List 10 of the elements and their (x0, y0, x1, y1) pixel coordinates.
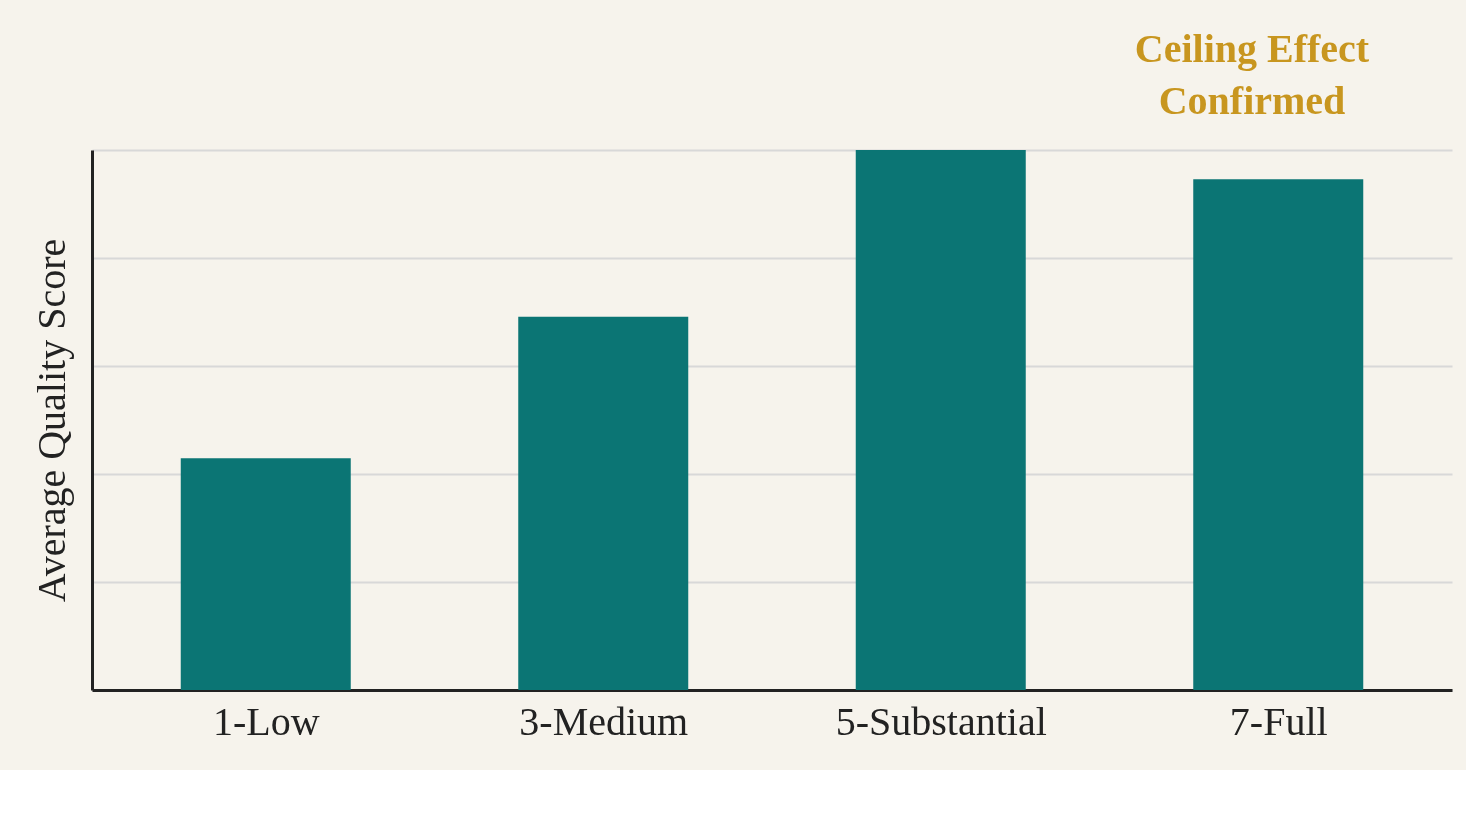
bar (855, 150, 1026, 690)
bar (1193, 179, 1364, 690)
x-tick-label: 3-Medium (519, 698, 689, 744)
x-tick-label: 1-Low (212, 698, 320, 744)
bar (180, 458, 351, 690)
text: Ceiling Effect Confirmed (1134, 26, 1370, 123)
x-tick-label: 7-Full (1229, 698, 1328, 744)
bar (518, 316, 689, 690)
x-tick-label: 5-Substantial (835, 698, 1047, 744)
y-axis-title: Average Quality Score (28, 238, 74, 603)
